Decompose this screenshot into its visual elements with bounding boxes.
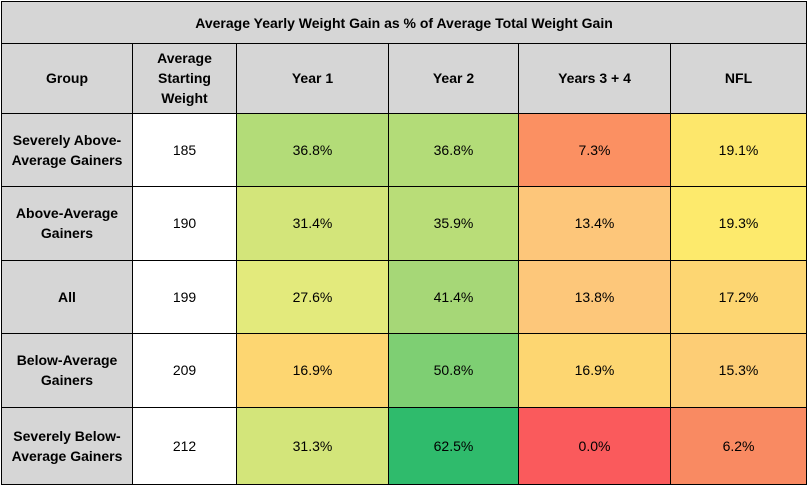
heatmap-cell: 31.3%: [236, 406, 389, 485]
group-label: Above-Average Gainers: [1, 186, 133, 261]
header-year-2: Year 2: [388, 43, 519, 114]
heatmap-cell: 36.8%: [388, 112, 519, 188]
heatmap-cell: 16.9%: [236, 333, 389, 408]
heatmap-cell: 36.8%: [236, 112, 389, 188]
starting-weight-value: 190: [132, 186, 237, 261]
heatmap-cell: 6.2%: [669, 406, 807, 485]
header-years-3-4: Years 3 + 4: [518, 43, 671, 114]
heatmap-cell: 7.3%: [518, 112, 671, 188]
heatmap-cell: 0.0%: [518, 406, 671, 485]
group-label: All: [1, 259, 133, 335]
group-label: Severely Above-Average Gainers: [1, 112, 133, 188]
table-row: Severely Below-Average Gainers 212 31.3% 62…: [1, 406, 807, 485]
header-nfl: NFL: [669, 43, 807, 114]
heatmap-cell: 13.8%: [518, 259, 671, 335]
starting-weight-value: 185: [132, 112, 237, 188]
starting-weight-value: 212: [132, 406, 237, 485]
heatmap-cell: 15.3%: [669, 333, 807, 408]
heatmap-cell: 35.9%: [388, 186, 519, 261]
header-group: Group: [1, 43, 133, 114]
chart-title: Average Yearly Weight Gain as % of Avera…: [0, 0, 807, 45]
heatmap-cell: 19.3%: [669, 186, 807, 261]
heatmap-body: Severely Above-Average Gainers 185 36.8% 36…: [1, 112, 807, 485]
heatmap-cell: 31.4%: [236, 186, 389, 261]
heatmap-cell: 41.4%: [388, 259, 519, 335]
heatmap-cell: 19.1%: [669, 112, 807, 188]
heatmap-cell: 50.8%: [388, 333, 519, 408]
header-starting-weight: Average Starting Weight: [132, 43, 237, 114]
table-row: Severely Above-Average Gainers 185 36.8% 36…: [1, 112, 807, 188]
heatmap-cell: 62.5%: [388, 406, 519, 485]
table-row: Above-Average Gainers 190 31.4% 35.9% 13.4% 1…: [1, 186, 807, 261]
starting-weight-value: 209: [132, 333, 237, 408]
heatmap-cell: 17.2%: [669, 259, 807, 335]
table-row: All 199 27.6% 41.4% 13.8% 17.2%: [1, 259, 807, 335]
table-row: Below-Average Gainers 209 16.9% 50.8% 16.9% 1…: [1, 333, 807, 408]
heatmap-cell: 16.9%: [518, 333, 671, 408]
starting-weight-value: 199: [132, 259, 237, 335]
group-label: Severely Below-Average Gainers: [1, 406, 133, 485]
heatmap-cell: 27.6%: [236, 259, 389, 335]
heatmap-cell: 13.4%: [518, 186, 671, 261]
group-label: Below-Average Gainers: [1, 333, 133, 408]
header-year-1: Year 1: [236, 43, 389, 114]
